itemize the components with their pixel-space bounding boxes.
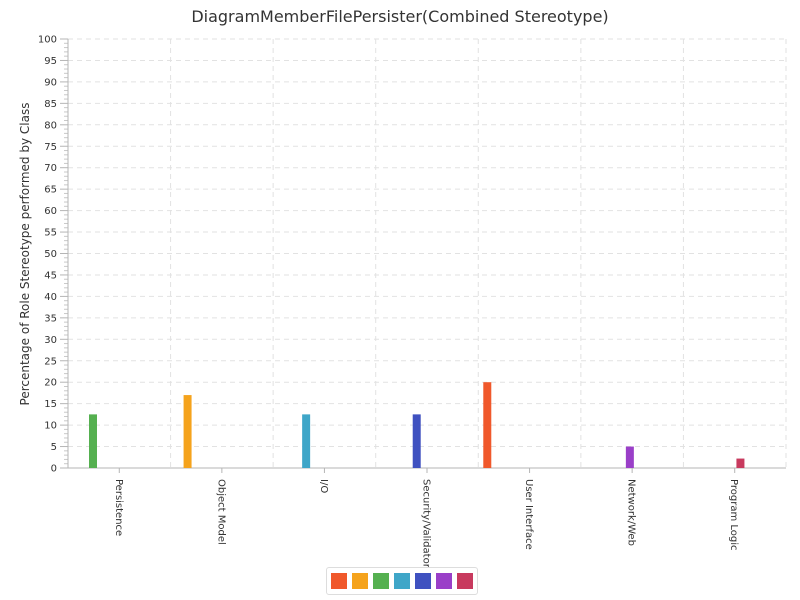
y-tick-label: 20 bbox=[44, 378, 57, 389]
legend-swatch bbox=[394, 573, 410, 589]
bar bbox=[412, 414, 421, 468]
x-tick-label: Object Model bbox=[215, 479, 226, 545]
y-tick-label: 60 bbox=[44, 206, 57, 217]
y-tick-label: 25 bbox=[44, 356, 57, 367]
legend-swatch bbox=[457, 573, 473, 589]
grid-layer bbox=[68, 38, 787, 468]
legend-swatch bbox=[352, 573, 368, 589]
y-tick-label: 50 bbox=[44, 249, 57, 260]
y-tick-label: 55 bbox=[44, 228, 57, 239]
x-tick-label: Program Logic bbox=[728, 479, 739, 551]
bar bbox=[302, 414, 311, 468]
bar-layer bbox=[89, 382, 745, 468]
bar bbox=[89, 414, 97, 468]
y-tick-label: 75 bbox=[44, 142, 57, 153]
bar bbox=[483, 382, 492, 468]
y-tick-label: 35 bbox=[44, 313, 57, 324]
y-tick-label: 40 bbox=[44, 292, 57, 303]
legend bbox=[326, 567, 478, 595]
y-tick-label: 65 bbox=[44, 185, 57, 196]
legend-swatch bbox=[373, 573, 389, 589]
x-tick-label: Network/Web bbox=[626, 479, 637, 546]
axis-layer bbox=[60, 38, 786, 473]
y-tick-label: 85 bbox=[44, 99, 57, 110]
y-tick-label: 10 bbox=[44, 421, 57, 432]
y-tick-label: 100 bbox=[38, 35, 57, 46]
y-tick-label: 80 bbox=[44, 120, 57, 131]
y-tick-label: 30 bbox=[44, 335, 57, 346]
x-tick-label: Persistence bbox=[113, 479, 124, 536]
legend-swatch bbox=[436, 573, 452, 589]
x-tick-label: User Interface bbox=[523, 479, 534, 550]
legend-swatch bbox=[331, 573, 347, 589]
y-tick-label: 15 bbox=[44, 399, 57, 410]
x-tick-label: Security/Validator bbox=[421, 479, 432, 569]
y-tick-label: 5 bbox=[51, 442, 57, 453]
bar bbox=[625, 446, 634, 468]
y-tick-label: 0 bbox=[51, 464, 57, 475]
y-tick-label: 90 bbox=[44, 77, 57, 88]
y-tick-label: 95 bbox=[44, 56, 57, 67]
y-axis-label: Percentage of Role Stereotype performed … bbox=[18, 103, 32, 406]
bar bbox=[183, 395, 192, 468]
x-tick-label: I/O bbox=[318, 479, 329, 493]
bar bbox=[736, 458, 745, 468]
legend-swatch bbox=[415, 573, 431, 589]
y-tick-label: 70 bbox=[44, 163, 57, 174]
y-tick-label: 45 bbox=[44, 270, 57, 281]
chart-title: DiagramMemberFilePersister(Combined Ster… bbox=[191, 7, 609, 26]
label-layer: 0 5 10 15 20 25 30 35 40 45 50 55 60 65 70 75 80 85 90 95 10… bbox=[38, 35, 739, 569]
